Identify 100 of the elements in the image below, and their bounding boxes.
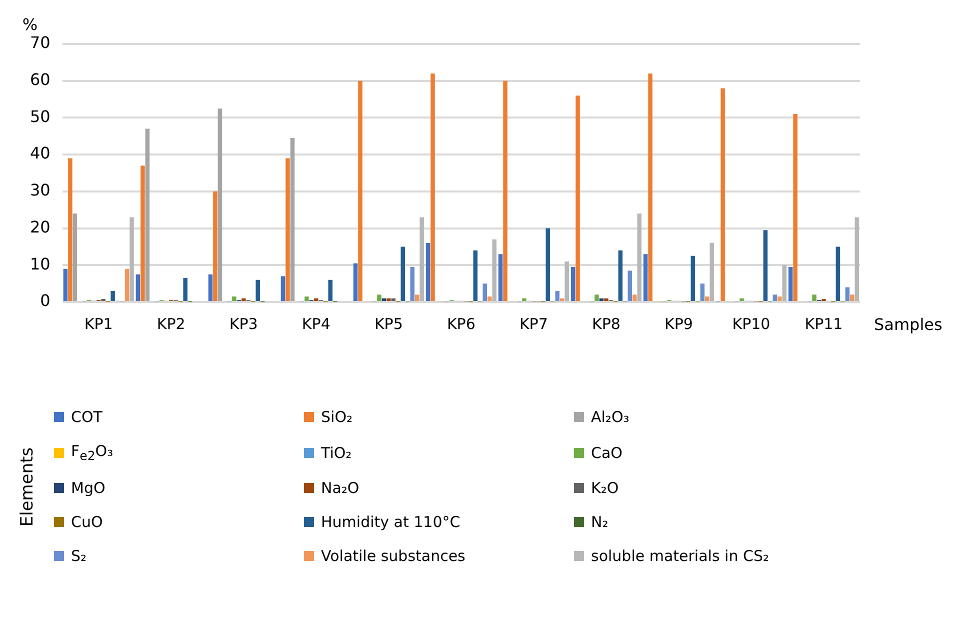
bar — [328, 280, 332, 301]
bar — [628, 270, 632, 301]
bar — [140, 166, 145, 301]
bar — [720, 88, 725, 301]
bar — [208, 274, 213, 301]
x-tick-label: KP3 — [229, 314, 258, 333]
bar — [705, 296, 710, 301]
bar — [410, 266, 414, 301]
x-tick-label: KP2 — [156, 314, 186, 333]
bar — [377, 294, 382, 301]
bar — [778, 296, 782, 301]
bar — [643, 254, 648, 301]
x-tick-label: KP1 — [84, 314, 113, 333]
bar — [763, 230, 768, 301]
bar — [546, 228, 550, 301]
x-tick-label: KP4 — [302, 314, 330, 333]
legend-label: Humidity at 110°C — [321, 513, 460, 531]
bar — [358, 80, 362, 301]
y-tick-label: 60 — [30, 70, 50, 90]
bar — [232, 296, 236, 301]
y-tick-label: 10 — [30, 254, 50, 274]
bar — [414, 294, 420, 301]
y-tick-label: 20 — [30, 217, 50, 236]
bar — [570, 266, 576, 301]
bar — [836, 246, 840, 301]
y-tick-label: 70 — [30, 33, 50, 52]
bar — [503, 80, 508, 301]
bar — [740, 298, 744, 301]
legend-label: F$_{e2}$O₃ — [71, 442, 114, 463]
y-axis-title: % — [22, 15, 38, 34]
legend-label: N₂ — [591, 513, 608, 531]
legend-label: Na₂O — [321, 479, 360, 497]
legend-label: COT — [71, 408, 102, 426]
bar — [286, 158, 290, 301]
bar — [314, 298, 318, 301]
bar — [710, 243, 714, 301]
legend-label: SiO₂ — [321, 408, 353, 426]
bar — [430, 73, 435, 301]
bar — [498, 254, 503, 301]
bar — [290, 138, 295, 301]
bar — [420, 217, 424, 301]
bar — [632, 294, 637, 301]
bar — [68, 158, 72, 301]
bar — [564, 261, 569, 301]
bar — [854, 217, 860, 301]
bar — [473, 250, 478, 301]
bar — [63, 268, 68, 301]
bar — [845, 287, 850, 301]
bar — [124, 268, 130, 301]
bar — [648, 73, 652, 301]
legend-label: CaO — [591, 444, 622, 462]
bar — [492, 239, 496, 301]
bar — [772, 294, 778, 301]
bar — [576, 96, 580, 301]
bar — [793, 114, 798, 301]
bar — [637, 214, 642, 301]
x-tick-label: KP9 — [664, 314, 693, 333]
y-tick-label: 40 — [30, 144, 50, 163]
x-tick-label: KP8 — [592, 314, 620, 333]
bar — [304, 296, 309, 301]
legend-label: soluble materials in CS₂ — [591, 547, 769, 565]
legend-label: S₂ — [71, 547, 87, 565]
bar — [487, 296, 492, 301]
y-tick-label: 50 — [30, 106, 50, 126]
bar — [594, 294, 599, 301]
x-tick-label: KP5 — [374, 314, 403, 333]
bar — [353, 263, 358, 301]
x-tick-label: KP6 — [446, 314, 476, 333]
bar — [386, 298, 391, 301]
bar — [850, 294, 854, 301]
bar — [218, 108, 222, 301]
bar — [110, 290, 115, 301]
bar — [812, 294, 816, 301]
x-tick-label: KP10 — [732, 314, 770, 333]
bar — [555, 290, 560, 301]
bar — [130, 217, 134, 301]
legend-label: Volatile substances — [321, 547, 466, 565]
bar — [604, 298, 608, 301]
bar — [256, 280, 260, 301]
bar — [618, 250, 623, 301]
x-tick-label: KP7 — [519, 314, 548, 333]
bar — [213, 191, 218, 301]
bar — [242, 298, 246, 301]
bar — [400, 246, 406, 301]
bar — [145, 128, 150, 301]
bar — [426, 243, 430, 301]
bar — [280, 276, 286, 301]
bar — [700, 284, 705, 301]
y-tick-label: 30 — [30, 180, 50, 200]
bar — [482, 284, 487, 301]
bar — [788, 266, 793, 301]
legend-label: MgO — [71, 479, 106, 497]
bar — [782, 265, 787, 301]
x-axis-title: Samples — [874, 315, 942, 334]
bar — [690, 256, 696, 301]
y-tick-label: 0 — [40, 291, 50, 310]
legend-label: TiO₂ — [321, 444, 352, 462]
legend-label: Al₂O₃ — [591, 408, 630, 426]
legend-label: K₂O — [591, 479, 619, 497]
legend-title: Elements — [18, 446, 38, 526]
